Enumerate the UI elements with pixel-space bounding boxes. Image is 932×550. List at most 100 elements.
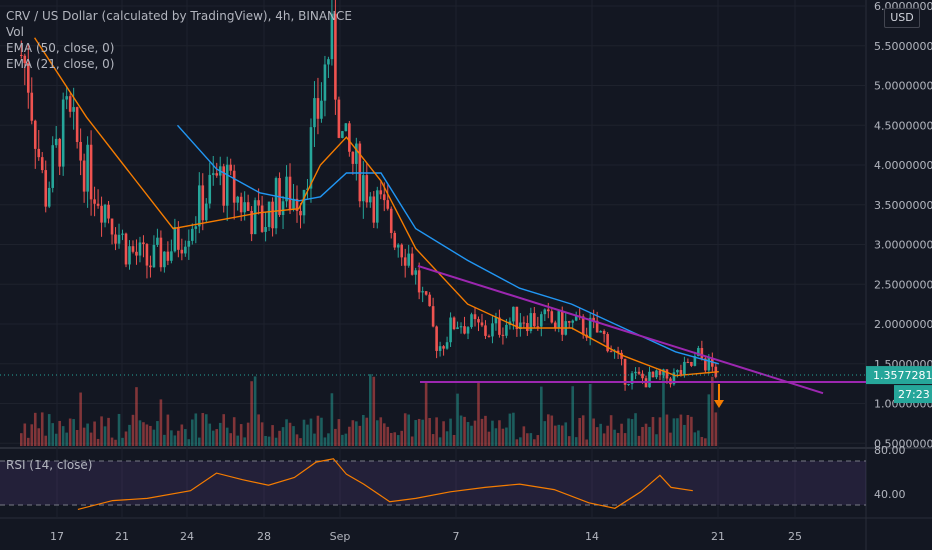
chart-legend: CRV / US Dollar (calculated by TradingVi… [6, 8, 352, 72]
volume-bar [382, 423, 386, 446]
volume-bar [51, 423, 55, 446]
candle-body [630, 373, 634, 384]
candle-body [697, 348, 700, 357]
volume-bar [86, 423, 89, 446]
volume-bar [103, 426, 107, 446]
down-arrow-head [714, 400, 724, 408]
candle-body [435, 326, 438, 351]
volume-legend[interactable]: Vol [6, 25, 24, 39]
price-tick-label: 5.5000000 [874, 40, 932, 53]
candle-body [211, 173, 215, 175]
symbol-title[interactable]: CRV / US Dollar (calculated by TradingVi… [6, 9, 352, 23]
volume-bar [540, 386, 543, 446]
volume-bar [400, 430, 404, 446]
candlesticks [20, 0, 718, 391]
candle-body [86, 144, 89, 192]
candle-body [37, 148, 41, 158]
candle-body [651, 371, 655, 378]
candle-body [665, 369, 669, 379]
volume-bar [197, 437, 201, 446]
volume-bar [267, 436, 271, 446]
volume-bar [494, 428, 498, 446]
volume-bar [274, 437, 278, 446]
candle-body [421, 291, 424, 293]
price-tick-label: 0.5000000 [874, 437, 932, 450]
volume-bar [386, 426, 390, 446]
candle-body [341, 131, 344, 138]
ema-lines [34, 37, 719, 377]
volume-bar [358, 425, 362, 446]
descending-trendline [417, 265, 824, 395]
volume-bar [704, 438, 707, 446]
candle-body [442, 346, 445, 349]
volume-bar [348, 426, 351, 446]
candle-body [288, 176, 292, 210]
volume-bar [435, 417, 438, 446]
candle-body [72, 107, 75, 112]
candle-body [693, 356, 697, 366]
volume-bar [100, 416, 103, 446]
volume-bar [620, 423, 623, 446]
volume-bar [609, 415, 613, 446]
candle-body [260, 205, 264, 232]
candle-body [204, 203, 208, 221]
volume-bar [121, 437, 124, 446]
volume-bar [313, 433, 316, 446]
volume-bar [117, 413, 121, 446]
volume-bar [114, 439, 117, 446]
volume-bar [627, 418, 630, 446]
volume-bar [170, 430, 173, 446]
volume-bar [546, 414, 550, 446]
candle-body [232, 170, 236, 203]
volume-bar [630, 419, 634, 446]
candle-body [407, 253, 410, 266]
volume-bar [30, 424, 34, 446]
volume-bar [564, 422, 568, 446]
rsi-legend[interactable]: RSI (14, close) [6, 458, 93, 472]
candle-body [623, 358, 627, 385]
volume-bar [588, 383, 592, 446]
candle-body [515, 306, 519, 330]
volume-bar [672, 418, 676, 446]
candle-body [320, 100, 323, 119]
volume-bar [61, 426, 65, 446]
candle-body [494, 317, 498, 324]
volume-bar [686, 414, 690, 446]
volume-bar [243, 437, 246, 446]
candle-body [47, 187, 51, 207]
volume-bar [445, 431, 449, 446]
volume-bar [253, 376, 257, 446]
candle-body [707, 357, 711, 371]
price-tick-label: 4.0000000 [874, 159, 932, 172]
time-tick-label: 14 [585, 530, 599, 543]
volume-bar [449, 418, 452, 446]
volume-bar [334, 428, 337, 446]
candle-body [606, 334, 609, 352]
volume-bar [529, 433, 533, 446]
ema50-legend[interactable]: EMA (50, close, 0) [6, 41, 115, 55]
ema21-legend[interactable]: EMA (21, close, 0) [6, 57, 115, 71]
volume-bar [302, 419, 306, 446]
volume-bar [285, 419, 288, 446]
volume-bar [613, 429, 616, 446]
candle-body [285, 176, 288, 202]
volume-bar [665, 414, 669, 446]
countdown-value: 27:23 [898, 388, 930, 401]
rsi-tick-label: 40.00 [874, 488, 906, 501]
candle-body [117, 234, 121, 244]
candle-body [641, 373, 644, 379]
candle-body [679, 370, 683, 375]
volume-bar [431, 434, 435, 446]
candle-body [110, 218, 114, 235]
candle-body [306, 188, 309, 190]
time-tick-label: 17 [50, 530, 64, 543]
currency-button[interactable]: USD [884, 8, 920, 28]
volume-bar [676, 418, 679, 446]
candle-body [484, 325, 487, 336]
candle-body [616, 350, 620, 353]
volume-bar [110, 437, 114, 446]
volume-bar [177, 430, 180, 446]
volume-bar [20, 433, 23, 446]
